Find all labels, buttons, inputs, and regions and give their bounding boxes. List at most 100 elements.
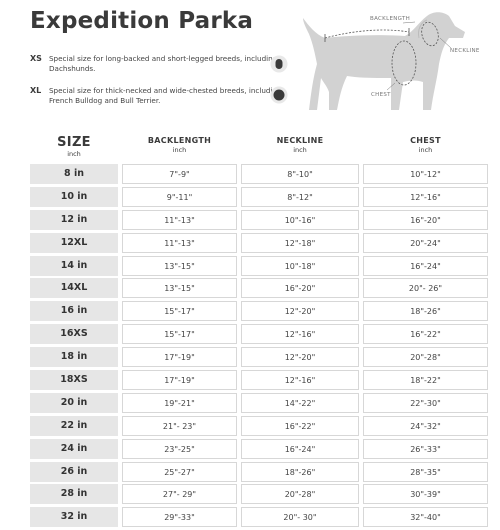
table-row: 14 in 13"-15" 10"-18" 16"-24": [30, 255, 489, 276]
backlength-cell: 23"-25": [122, 438, 237, 459]
chest-cell: 20"- 26": [363, 278, 488, 299]
neckline-cell: 20"- 30": [241, 507, 359, 528]
table-row: 32 in 29"-33" 20"- 30" 32"-40": [30, 507, 489, 528]
backlength-cell: 15"-17": [122, 324, 237, 345]
size-cell: 16XS: [30, 324, 118, 345]
size-cell: 28 in: [30, 484, 118, 505]
neckline-cell: 10"-16": [241, 209, 359, 230]
column-title: NECKLINE: [276, 136, 324, 145]
table-row: 18 in 17"-19" 12"-20" 20"-28": [30, 347, 489, 368]
chest-cell: 16"-20": [363, 209, 488, 230]
backlength-cell: 11"-13": [122, 232, 237, 253]
dog-silhouette-icon: [303, 12, 465, 110]
chest-cell: 32"-40": [363, 507, 488, 528]
note-text: Special size for thick-necked and wide-c…: [49, 86, 282, 105]
table-row: 24 in 23"-25" 16"-24" 26"-33": [30, 438, 489, 459]
neckline-cell: 8"-12": [241, 186, 359, 207]
size-cell: 32 in: [30, 507, 118, 528]
neckline-cell: 12"-16": [241, 324, 359, 345]
neckline-cell: 12"-20": [241, 301, 359, 322]
neckline-cell: 12"-18": [241, 232, 359, 253]
column-title: SIZE: [57, 135, 91, 150]
toggle-minus-icon: [270, 55, 288, 73]
size-cell: 14 in: [30, 255, 118, 276]
size-table: 8 in 7"-9" 8"-10" 10"-12" 10 in 9"-11" 8…: [30, 164, 489, 530]
table-row: 12 in 11"-13" 10"-16" 16"-20": [30, 209, 489, 230]
size-cell: 14XL: [30, 278, 118, 299]
table-row: 26 in 25"-27" 18"-26" 28"-35": [30, 461, 489, 482]
neckline-cell: 18"-26": [241, 461, 359, 482]
size-cell: 10 in: [30, 186, 118, 207]
chest-cell: 22"-30": [363, 392, 488, 413]
chest-cell: 18"-22": [363, 370, 488, 391]
backlength-cell: 7"-9": [122, 164, 237, 184]
neckline-cell: 16"-22": [241, 415, 359, 436]
chest-cell: 12"-16": [363, 186, 488, 207]
column-header-neckline: NECKLINE inch: [241, 136, 359, 154]
backlength-cell: 11"-13": [122, 209, 237, 230]
neckline-cell: 12"-16": [241, 370, 359, 391]
size-cell: 18XS: [30, 370, 118, 391]
chest-cell: 16"-22": [363, 324, 488, 345]
backlength-label: BACKLENGTH: [370, 16, 411, 22]
column-header-size: SIZE inch: [30, 135, 118, 159]
backlength-cell: 15"-17": [122, 301, 237, 322]
size-cell: 16 in: [30, 301, 118, 322]
neckline-cell: 16"-20": [241, 278, 359, 299]
table-row: 22 in 21"- 23" 16"-22" 24"-32": [30, 415, 489, 436]
backlength-cell: 17"-19": [122, 370, 237, 391]
table-row: 14XL 13"-15" 16"-20" 20"- 26": [30, 278, 489, 299]
chest-cell: 24"-32": [363, 415, 488, 436]
dog-measurement-diagram: BACKLENGTH NECKLINE CHEST: [295, 8, 495, 116]
size-cell: 12XL: [30, 232, 118, 253]
column-unit: inch: [67, 150, 81, 158]
chest-cell: 10"-12": [363, 164, 488, 184]
column-unit: inch: [293, 146, 307, 154]
backlength-cell: 9"-11": [122, 186, 237, 207]
table-row: 10 in 9"-11" 8"-12" 12"-16": [30, 186, 489, 207]
backlength-cell: 27"- 29": [122, 484, 237, 505]
backlength-cell: 13"-15": [122, 255, 237, 276]
table-row: 28 in 27"- 29" 20"-28" 30"-39": [30, 484, 489, 505]
neckline-cell: 12"-20": [241, 347, 359, 368]
column-title: CHEST: [410, 136, 441, 145]
column-header-backlength: BACKLENGTH inch: [122, 136, 237, 154]
backlength-cell: 17"-19": [122, 347, 237, 368]
size-cell: 24 in: [30, 438, 118, 459]
size-cell: 18 in: [30, 347, 118, 368]
table-row: 16XS 15"-17" 12"-16" 16"-22": [30, 324, 489, 345]
neckline-cell: 20"-28": [241, 484, 359, 505]
chest-cell: 16"-24": [363, 255, 488, 276]
size-cell: 26 in: [30, 461, 118, 482]
backlength-cell: 21"- 23": [122, 415, 237, 436]
chest-cell: 26"-33": [363, 438, 488, 459]
chest-cell: 20"-28": [363, 347, 488, 368]
backlength-cell: 19"-21": [122, 392, 237, 413]
note-code: XL: [30, 86, 42, 95]
chest-cell: 28"-35": [363, 461, 488, 482]
chest-label: CHEST: [371, 92, 391, 98]
neckline-cell: 8"-10": [241, 164, 359, 184]
toggle-plus-icon: [270, 86, 288, 104]
neckline-cell: 10"-18": [241, 255, 359, 276]
column-title: BACKLENGTH: [147, 136, 212, 145]
note-code: XS: [30, 54, 42, 63]
column-unit: inch: [172, 146, 187, 154]
column-header-chest: CHEST inch: [363, 136, 488, 154]
backlength-cell: 29"-33": [122, 507, 237, 528]
size-cell: 8 in: [30, 164, 118, 184]
backlength-cell: 25"-27": [122, 461, 237, 482]
size-cell: 20 in: [30, 392, 118, 413]
page-title: Expedition Parka: [30, 8, 254, 34]
table-row: 8 in 7"-9" 8"-10" 10"-12": [30, 164, 489, 184]
table-row: 16 in 15"-17" 12"-20" 18"-26": [30, 301, 489, 322]
table-row: 12XL 11"-13" 12"-18" 20"-24": [30, 232, 489, 253]
neckline-cell: 14"-22": [241, 392, 359, 413]
table-row: 20 in 19"-21" 14"-22" 22"-30": [30, 392, 489, 413]
size-cell: 22 in: [30, 415, 118, 436]
note-text: Special size for long-backed and short-l…: [49, 54, 278, 73]
neckline-cell: 16"-24": [241, 438, 359, 459]
table-row: 18XS 17"-19" 12"-16" 18"-22": [30, 370, 489, 391]
chest-cell: 18"-26": [363, 301, 488, 322]
column-unit: inch: [418, 146, 433, 154]
